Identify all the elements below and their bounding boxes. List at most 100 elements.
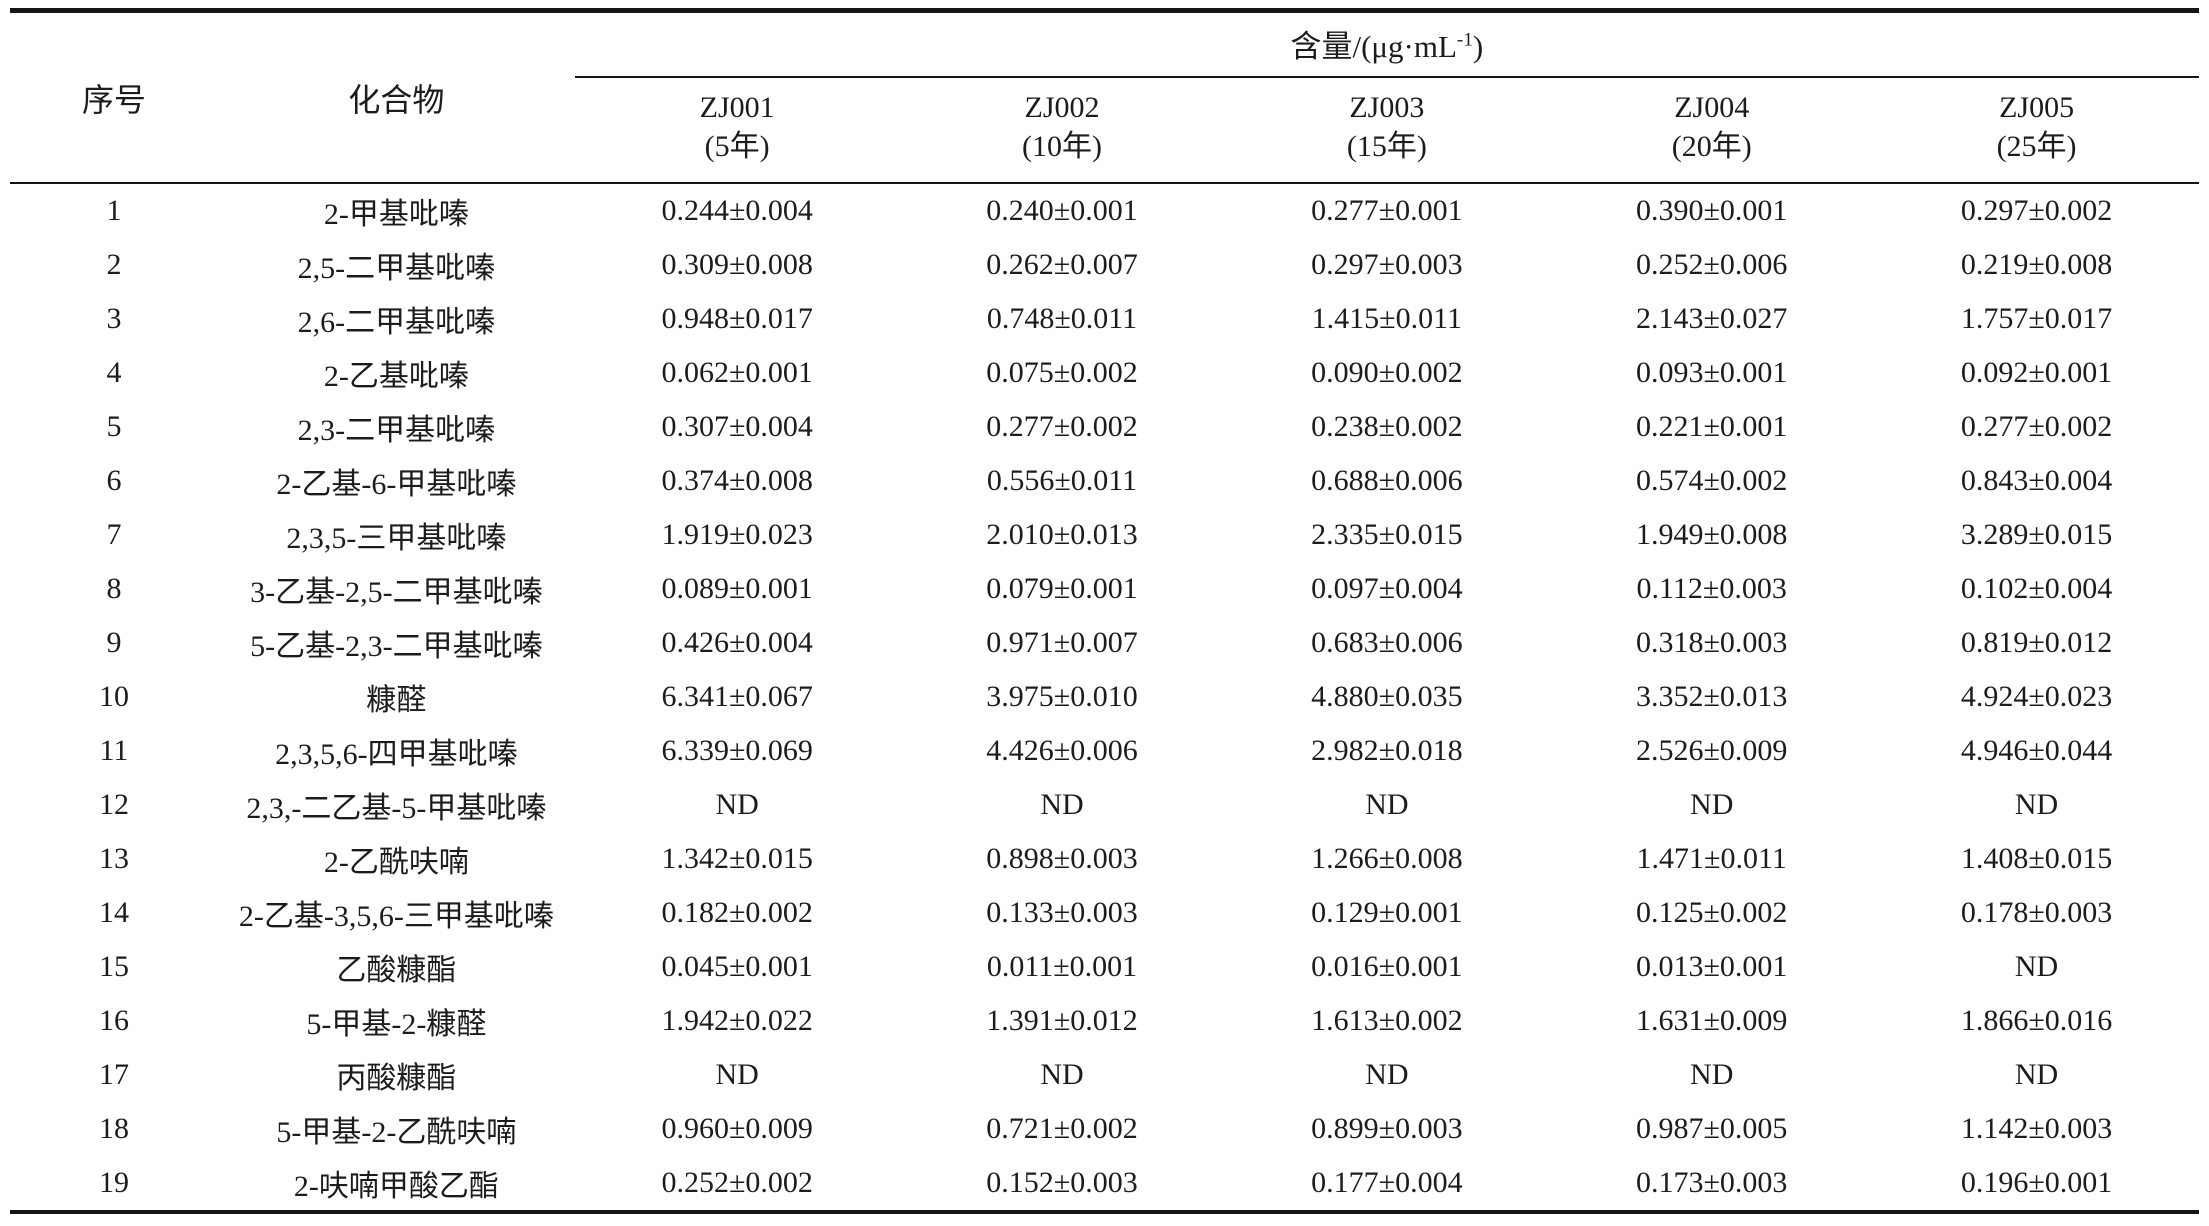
- value-cell: 0.843±0.004: [1960, 464, 2113, 497]
- value-cell: ND: [1690, 1058, 1734, 1091]
- compound-name-cell: 2-乙酰呋喃: [323, 846, 469, 879]
- sample-column-header: ZJ002 (10年): [899, 77, 1225, 184]
- value-cell: 0.079±0.001: [986, 572, 1138, 605]
- table-row: 16 5-甲基-2-糠醛 1.942±0.022 1.391±0.012 1.6…: [10, 994, 2199, 1048]
- content-unit-suffix: ): [1472, 29, 1484, 64]
- sample-code: ZJ001: [699, 91, 775, 124]
- compound-name-cell: 丙酸糠酯: [336, 1062, 457, 1095]
- value-cell: 1.266±0.008: [1311, 842, 1463, 875]
- compound-name-cell: 5-乙基-2,3-二甲基吡嗪: [250, 630, 543, 663]
- value-cell: ND: [715, 788, 759, 821]
- compound-name-cell: 2,3-二甲基吡嗪: [297, 414, 496, 447]
- table-body: 1 2-甲基吡嗪 0.244±0.004 0.240±0.001 0.277±0…: [10, 183, 2199, 1212]
- value-cell: 1.949±0.008: [1635, 518, 1788, 551]
- value-cell: 6.341±0.067: [661, 680, 813, 713]
- compound-name-cell: 5-甲基-2-糠醛: [306, 1008, 487, 1041]
- value-cell: 1.757±0.017: [1960, 302, 2113, 335]
- value-cell: 3.289±0.015: [1960, 518, 2113, 551]
- value-cell: 0.089±0.001: [661, 572, 813, 605]
- table-row: 19 2-呋喃甲酸乙酯 0.252±0.002 0.152±0.003 0.17…: [10, 1156, 2199, 1212]
- value-cell: 1.631±0.009: [1635, 1004, 1788, 1037]
- table-row: 1 2-甲基吡嗪 0.244±0.004 0.240±0.001 0.277±0…: [10, 183, 2199, 238]
- table-row: 17 丙酸糠酯 ND ND ND ND ND: [10, 1048, 2199, 1102]
- value-cell: 0.062±0.001: [661, 356, 813, 389]
- value-cell: ND: [2014, 788, 2059, 821]
- row-number-cell: 13: [98, 842, 129, 875]
- value-cell: ND: [1365, 788, 1409, 821]
- value-cell: 4.946±0.044: [1960, 734, 2113, 767]
- compound-name-cell: 2,3,5-三甲基吡嗪: [286, 522, 507, 555]
- row-number-cell: 14: [98, 896, 129, 929]
- table-row: 9 5-乙基-2,3-二甲基吡嗪 0.426±0.004 0.971±0.007…: [10, 616, 2199, 670]
- table-row: 8 3-乙基-2,5-二甲基吡嗪 0.089±0.001 0.079±0.001…: [10, 562, 2199, 616]
- value-cell: 0.688±0.006: [1311, 464, 1463, 497]
- value-cell: 0.987±0.005: [1635, 1112, 1788, 1145]
- value-cell: 0.178±0.003: [1960, 896, 2113, 929]
- value-cell: 2.010±0.013: [986, 518, 1138, 551]
- value-cell: 0.252±0.002: [661, 1166, 813, 1199]
- sample-column-header: ZJ001 (5年): [574, 77, 900, 184]
- table-row: 7 2,3,5-三甲基吡嗪 1.919±0.023 2.010±0.013 2.…: [10, 508, 2199, 562]
- table-row: 3 2,6-二甲基吡嗪 0.948±0.017 0.748±0.011 1.41…: [10, 292, 2199, 346]
- value-cell: 0.133±0.003: [986, 896, 1138, 929]
- value-cell: 0.899±0.003: [1311, 1112, 1463, 1145]
- row-number-cell: 7: [106, 518, 122, 551]
- value-cell: 2.335±0.015: [1311, 518, 1463, 551]
- compound-name-cell: 2-乙基吡嗪: [323, 360, 469, 393]
- row-number-cell: 11: [99, 734, 129, 767]
- value-cell: 0.309±0.008: [661, 248, 813, 281]
- sample-year: (20年): [1671, 130, 1752, 163]
- compound-name-cell: 2-乙基-6-甲基吡嗪: [276, 468, 517, 501]
- value-cell: 1.391±0.012: [986, 1004, 1138, 1037]
- value-cell: 0.556±0.011: [986, 464, 1138, 497]
- compound-name-cell: 2,3,5,6-四甲基吡嗪: [275, 738, 518, 771]
- value-cell: 4.924±0.023: [1960, 680, 2113, 713]
- value-cell: 1.142±0.003: [1960, 1112, 2113, 1145]
- table-row: 10 糠醛 6.341±0.067 3.975±0.010 4.880±0.03…: [10, 670, 2199, 724]
- compound-name-cell: 2-甲基吡嗪: [323, 198, 469, 231]
- value-cell: 0.574±0.002: [1635, 464, 1788, 497]
- value-cell: 1.408±0.015: [1960, 842, 2113, 875]
- compound-name-cell: 3-乙基-2,5-二甲基吡嗪: [250, 576, 543, 609]
- value-cell: 0.097±0.004: [1311, 572, 1463, 605]
- value-cell: 1.471±0.011: [1636, 842, 1787, 875]
- table-row: 13 2-乙酰呋喃 1.342±0.015 0.898±0.003 1.266±…: [10, 832, 2199, 886]
- sample-year: (25年): [1996, 130, 2077, 163]
- value-cell: 0.090±0.002: [1311, 356, 1463, 389]
- value-cell: 2.526±0.009: [1635, 734, 1788, 767]
- value-cell: ND: [2014, 1058, 2059, 1091]
- value-cell: 0.182±0.002: [661, 896, 813, 929]
- sample-column-header: ZJ005 (25年): [1874, 77, 2199, 184]
- sample-header-row: ZJ001 (5年) ZJ002 (10年) ZJ003 (15年) ZJ004…: [10, 77, 2199, 184]
- value-cell: 0.252±0.006: [1635, 248, 1788, 281]
- table-row: 14 2-乙基-3,5,6-三甲基吡嗪 0.182±0.002 0.133±0.…: [10, 886, 2199, 940]
- value-cell: 0.277±0.002: [1960, 410, 2113, 443]
- value-cell: 0.683±0.006: [1311, 626, 1463, 659]
- value-cell: ND: [1690, 788, 1734, 821]
- value-cell: 0.297±0.003: [1311, 248, 1463, 281]
- table-header: 序号 化合物 含量/(μg·mL-1) ZJ001 (5年) ZJ002 (10…: [10, 10, 2199, 184]
- table-row: 11 2,3,5,6-四甲基吡嗪 6.339±0.069 4.426±0.006…: [10, 724, 2199, 778]
- sample-column-header: ZJ004 (20年): [1549, 77, 1875, 184]
- row-number-cell: 9: [106, 626, 122, 659]
- compound-name-cell: 2-呋喃甲酸乙酯: [293, 1170, 499, 1203]
- value-cell: 0.898±0.003: [986, 842, 1138, 875]
- value-cell: 3.352±0.013: [1635, 680, 1788, 713]
- value-cell: 0.748±0.011: [986, 302, 1138, 335]
- sample-code: ZJ003: [1349, 91, 1425, 124]
- value-cell: 0.307±0.004: [661, 410, 813, 443]
- value-cell: 0.102±0.004: [1960, 572, 2113, 605]
- content-unit-superscript: -1: [1456, 29, 1473, 51]
- row-number-cell: 19: [98, 1166, 129, 1199]
- value-cell: 0.152±0.003: [986, 1166, 1138, 1199]
- value-cell: ND: [1040, 1058, 1084, 1091]
- value-cell: 1.866±0.016: [1960, 1004, 2113, 1037]
- value-cell: ND: [1365, 1058, 1409, 1091]
- row-number-cell: 1: [106, 194, 122, 227]
- value-cell: 0.948±0.017: [661, 302, 813, 335]
- value-cell: ND: [1040, 788, 1084, 821]
- table-row: 6 2-乙基-6-甲基吡嗪 0.374±0.008 0.556±0.011 0.…: [10, 454, 2199, 508]
- compound-name-cell: 2-乙基-3,5,6-三甲基吡嗪: [238, 900, 554, 933]
- value-cell: 0.013±0.001: [1635, 950, 1788, 983]
